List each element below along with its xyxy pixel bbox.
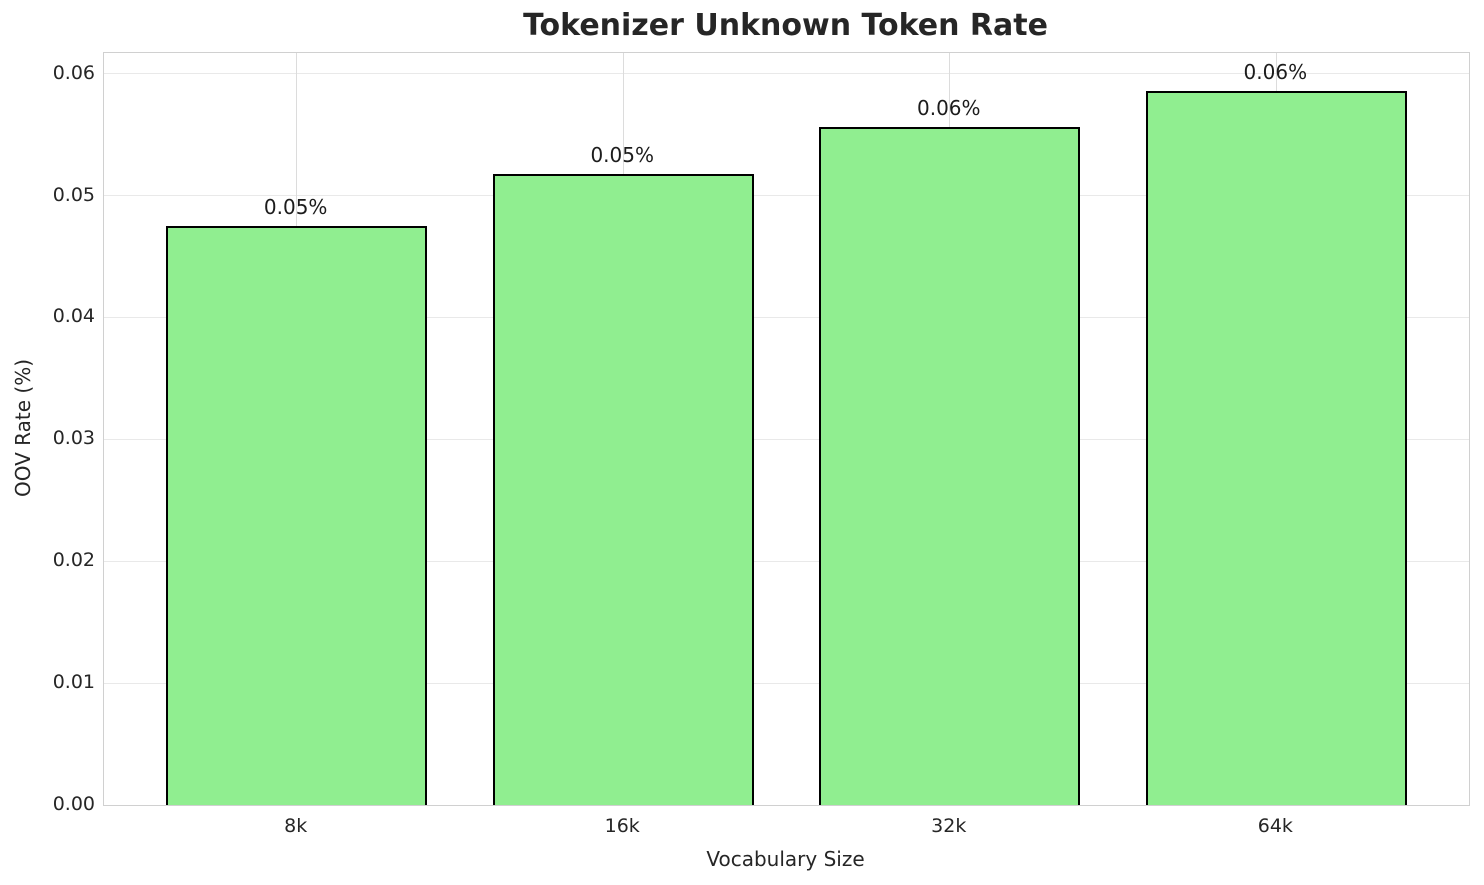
bar-value-label: 0.05%: [263, 195, 328, 220]
bar-value-label: 0.05%: [590, 142, 654, 167]
gridline-horizontal: [104, 560, 1469, 562]
gridline-horizontal: [104, 438, 1469, 440]
bar-value-label: 0.06%: [916, 96, 981, 121]
chart-title: Tokenizer Unknown Token Rate: [523, 8, 1048, 43]
x-tick-label: 16k: [604, 815, 640, 837]
y-tick-label: 0.03: [52, 427, 95, 450]
bar-value-label: 0.06%: [1243, 59, 1308, 84]
gridline-horizontal: [104, 195, 1469, 197]
x-tick-label: 64k: [1257, 815, 1293, 837]
x-tick-label: 32k: [931, 815, 967, 837]
bar-16k: [492, 173, 754, 805]
gridline-horizontal: [104, 682, 1469, 684]
gridline-horizontal: [104, 73, 1469, 75]
y-tick-label: 0.01: [52, 671, 95, 694]
plot-area: [103, 52, 1470, 806]
x-tick-label: 8k: [284, 815, 308, 837]
gridline-horizontal: [104, 316, 1469, 318]
y-tick-label: 0.05: [52, 183, 95, 206]
bar-32k: [819, 127, 1081, 805]
y-tick-label: 0.02: [52, 549, 95, 572]
y-tick-label: 0.00: [52, 793, 95, 815]
bar-64k: [1145, 90, 1407, 805]
x-axis-label: Vocabulary Size: [706, 847, 865, 871]
y-tick-label: 0.04: [52, 305, 95, 328]
y-tick-label: 0.06: [52, 61, 95, 84]
bar-8k: [166, 226, 428, 805]
